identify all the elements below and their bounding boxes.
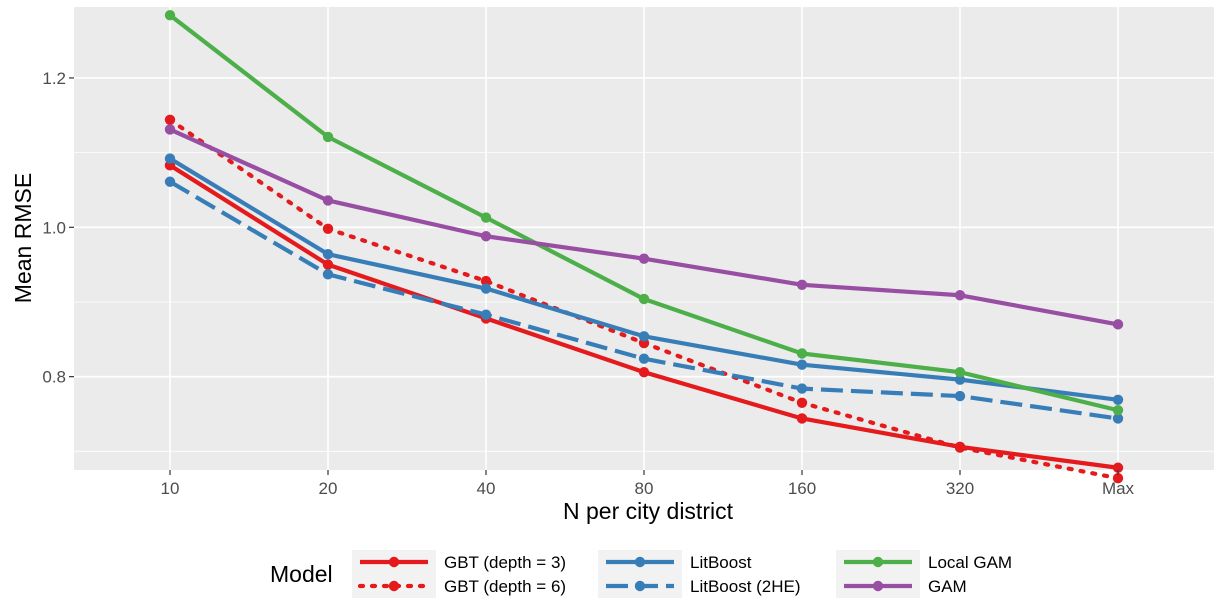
legend-key-marker-gbt-depth-3 xyxy=(388,556,400,568)
legend-label-gam: GAM xyxy=(928,577,967,596)
y-axis-title: Mean RMSE xyxy=(10,173,36,303)
data-point-litboost xyxy=(1112,394,1124,406)
data-point-gam xyxy=(480,231,492,242)
data-point-gam xyxy=(954,290,966,301)
data-point-litboost-2he xyxy=(164,176,176,187)
series-layer xyxy=(164,10,1124,484)
legend-label-local-gam: Local GAM xyxy=(928,553,1012,572)
data-point-litboost-2he xyxy=(1112,413,1124,424)
data-point-litboost xyxy=(954,374,966,385)
data-point-gbt-depth-3 xyxy=(638,366,650,378)
data-point-litboost-2he xyxy=(638,353,650,364)
y-tick-label: 1.0 xyxy=(42,218,66,237)
legend-key-marker-gam xyxy=(872,580,884,592)
legend-label-litboost-2he: LitBoost (2HE) xyxy=(690,577,801,596)
legend-key-marker-litboost-2he xyxy=(634,580,646,592)
data-point-local-gam xyxy=(1112,405,1124,416)
x-tick-label: 40 xyxy=(477,479,496,498)
data-point-gbt-depth-6 xyxy=(322,223,334,234)
data-point-gbt-depth-6 xyxy=(164,114,176,125)
data-point-gam xyxy=(796,279,808,290)
data-point-gam xyxy=(164,124,176,135)
legend-title: Model xyxy=(270,561,333,587)
data-point-local-gam xyxy=(954,366,966,378)
y-tick-label: 1.2 xyxy=(42,69,66,88)
data-point-gbt-depth-6 xyxy=(954,442,966,453)
legend: Model GBT (depth = 3) GBT (depth = 6) LitB… xyxy=(270,550,1012,598)
data-point-local-gam xyxy=(322,131,334,143)
data-point-gbt-depth-6 xyxy=(796,397,808,408)
data-point-litboost xyxy=(322,248,334,260)
data-point-local-gam xyxy=(480,212,492,223)
x-axis-title: N per city district xyxy=(563,498,734,524)
x-tick-label: 10 xyxy=(161,479,180,498)
x-tick-label: Max xyxy=(1102,479,1135,498)
data-point-litboost xyxy=(164,153,176,164)
x-tick-label: 160 xyxy=(788,479,816,498)
data-point-gbt-depth-6 xyxy=(480,275,492,287)
data-point-litboost xyxy=(638,331,650,342)
data-point-litboost xyxy=(796,359,808,370)
x-tick-label: 20 xyxy=(319,479,338,498)
legend-label-litboost: LitBoost xyxy=(690,553,752,572)
data-point-local-gam xyxy=(796,348,808,359)
legend-key-marker-local-gam xyxy=(872,556,884,568)
legend-key-marker-gbt-depth-6 xyxy=(388,580,400,592)
data-point-litboost xyxy=(480,283,492,294)
x-axis: 10 20 40 80 160 320 Max xyxy=(161,470,1135,498)
y-axis: 0.8 1.0 1.2 xyxy=(42,69,74,387)
data-point-gam xyxy=(1112,319,1124,330)
data-point-gbt-depth-6 xyxy=(1112,473,1124,484)
data-point-gam xyxy=(322,195,334,206)
x-tick-label: 80 xyxy=(635,479,654,498)
data-point-gam xyxy=(638,253,650,264)
data-point-litboost-2he xyxy=(954,390,966,402)
data-point-litboost-2he xyxy=(480,309,492,320)
x-tick-label: 320 xyxy=(946,479,974,498)
data-point-local-gam xyxy=(638,293,650,305)
legend-key-marker-litboost xyxy=(634,556,646,568)
data-point-gbt-depth-3 xyxy=(322,259,334,270)
legend-label-gbt-depth-3: GBT (depth = 3) xyxy=(444,553,566,572)
data-point-gbt-depth-3 xyxy=(1112,462,1124,473)
data-point-litboost-2he xyxy=(322,269,334,280)
y-tick-label: 0.8 xyxy=(42,368,66,387)
data-point-local-gam xyxy=(164,10,176,21)
data-point-litboost-2he xyxy=(796,383,808,394)
legend-label-gbt-depth-6: GBT (depth = 6) xyxy=(444,577,566,596)
data-point-gbt-depth-3 xyxy=(796,413,808,424)
